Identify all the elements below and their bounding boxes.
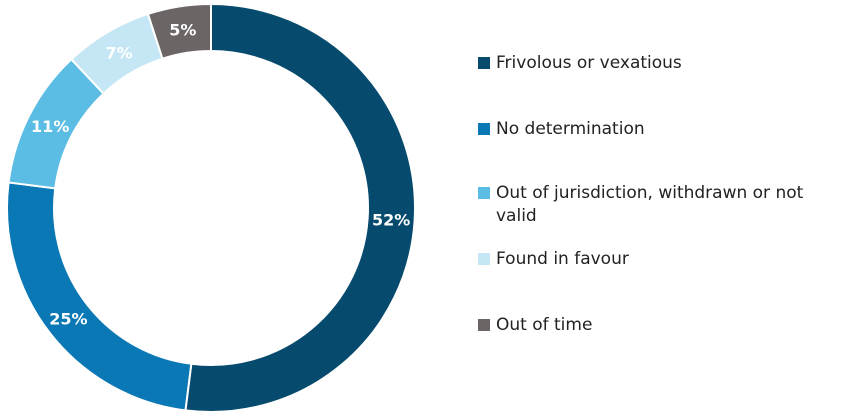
legend-label: Out of jurisdiction, withdrawn or not va… xyxy=(496,183,804,226)
legend-label: Out of time xyxy=(496,315,593,335)
data-label-frivolous-or-vexatious: 52% xyxy=(372,210,410,229)
legend-swatch xyxy=(478,253,490,265)
chart-legend: Frivolous or vexatious No determination … xyxy=(478,0,854,412)
legend-swatch xyxy=(478,123,490,135)
legend-item-frivolous-or-vexatious: Frivolous or vexatious xyxy=(478,52,854,75)
legend-item-out-of-jurisdiction: Out of jurisdiction, withdrawn or not va… xyxy=(478,182,854,228)
legend-label: No determination xyxy=(496,119,645,139)
legend-label: Found in favour xyxy=(496,249,629,269)
data-label-no-determination: 25% xyxy=(49,310,87,329)
legend-swatch xyxy=(478,319,490,331)
legend-item-no-determination: No determination xyxy=(478,118,854,141)
data-label-found-in-favour: 7% xyxy=(106,44,133,63)
data-label-out-of-jurisdiction-withdrawn-or-not-valid: 11% xyxy=(31,117,69,136)
legend-item-found-in-favour: Found in favour xyxy=(478,248,854,271)
data-label-out-of-time: 5% xyxy=(169,21,196,40)
legend-item-out-of-time: Out of time xyxy=(478,314,854,337)
donut-slice-no-determination xyxy=(6,181,193,412)
legend-label: Frivolous or vexatious xyxy=(496,53,682,73)
legend-swatch xyxy=(478,57,490,69)
legend-swatch xyxy=(478,187,490,199)
donut-slice-out-of-time xyxy=(146,2,212,60)
donut-slice-frivolous-or-vexatious xyxy=(184,2,417,413)
